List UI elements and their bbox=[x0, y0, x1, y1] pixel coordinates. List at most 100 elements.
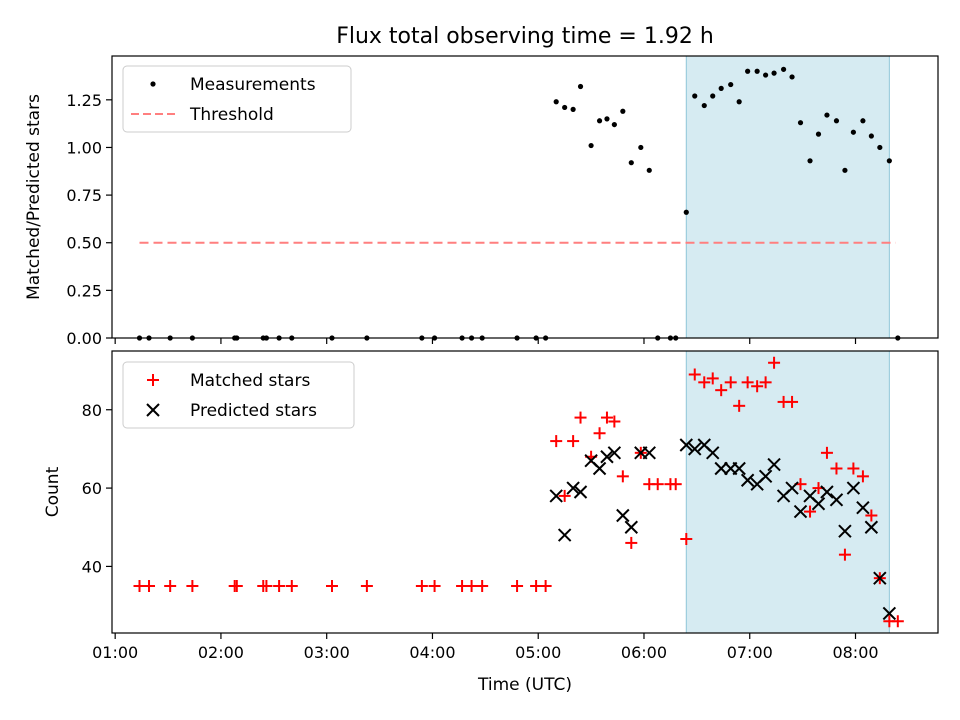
x-tick-label: 06:00 bbox=[621, 643, 667, 662]
matched-stars-point bbox=[651, 478, 664, 491]
predicted-stars-point bbox=[616, 508, 630, 523]
measurement-point bbox=[718, 85, 724, 91]
predicted-stars-point bbox=[732, 461, 746, 476]
predicted-stars-point bbox=[549, 489, 563, 503]
measurement-point bbox=[588, 142, 594, 149]
measurement-point bbox=[638, 144, 644, 151]
matched-stars-point bbox=[680, 533, 693, 545]
predicted-stars-point bbox=[592, 461, 607, 476]
matched-stars-point bbox=[625, 536, 638, 549]
matched-stars-point bbox=[698, 376, 711, 389]
measurement-point bbox=[824, 112, 830, 118]
matched-stars-point bbox=[733, 399, 746, 412]
y-tick-label: 0.75 bbox=[66, 186, 102, 205]
measurement-point bbox=[628, 160, 634, 166]
measurement-point bbox=[604, 116, 610, 122]
matched-stars-point bbox=[820, 446, 833, 459]
predicted-stars-point bbox=[856, 500, 870, 515]
matched-stars-point bbox=[415, 580, 428, 592]
matched-stars-point bbox=[856, 470, 869, 483]
matched-stars-point bbox=[260, 580, 273, 592]
matched-stars-point bbox=[865, 509, 878, 522]
predicted-stars-point bbox=[688, 442, 702, 456]
chart-title: Flux total observing time = 1.92 h bbox=[336, 24, 714, 49]
predicted-stars-point bbox=[624, 520, 638, 534]
matched-stars-point bbox=[669, 478, 682, 491]
predicted-stars-point bbox=[566, 481, 580, 495]
matched-stars-point bbox=[804, 505, 817, 518]
matched-stars-point bbox=[593, 427, 606, 440]
x-tick-label: 08:00 bbox=[832, 643, 878, 662]
y-tick-label: 0.25 bbox=[66, 281, 102, 300]
measurement-point bbox=[611, 121, 617, 128]
bottom-panel: 40 60 80 01:00 02:00 03:00 04:00 05:00 06:00 07:… bbox=[43, 350, 939, 695]
matched-stars-point bbox=[751, 380, 764, 393]
matched-stars-point bbox=[715, 384, 728, 397]
matched-stars-point bbox=[838, 548, 851, 561]
predicted-legend-marker bbox=[146, 403, 160, 417]
matched-stars-point bbox=[476, 580, 489, 592]
predicted-stars-point bbox=[785, 481, 799, 495]
matched-stars-point bbox=[186, 580, 199, 592]
measurement-point bbox=[620, 108, 626, 114]
x-tick-label: 05:00 bbox=[515, 643, 561, 662]
predicted-stars-point bbox=[607, 446, 622, 460]
predicted-stars-point bbox=[740, 473, 755, 487]
predicted-stars-point bbox=[706, 446, 720, 460]
predicted-stars-point bbox=[714, 461, 728, 476]
matched-stars-point bbox=[768, 356, 781, 369]
x-tick-label: 02:00 bbox=[198, 643, 244, 662]
matched-stars-point bbox=[741, 376, 754, 389]
y-tick-label: 40 bbox=[82, 557, 102, 576]
matched-stars-point bbox=[285, 580, 298, 592]
predicted-stars-point bbox=[557, 528, 572, 542]
measurement-point bbox=[789, 74, 795, 80]
measurement-point bbox=[763, 72, 769, 78]
predicted-stars-point bbox=[864, 520, 879, 534]
matched-stars-point bbox=[428, 580, 441, 592]
predicted-stars-point bbox=[846, 481, 861, 495]
matched-stars-point bbox=[600, 411, 613, 424]
measurement-point bbox=[886, 158, 892, 164]
measurement-point bbox=[701, 102, 707, 109]
measurement-point bbox=[562, 104, 568, 111]
predicted-stars-point bbox=[811, 497, 826, 511]
matched-stars-point bbox=[164, 580, 177, 592]
matched-stars-point bbox=[830, 462, 843, 475]
top-panel: 0.00 0.25 0.50 0.75 1.00 1.25 Matched/Predict… bbox=[24, 55, 939, 348]
matched-stars-point bbox=[759, 376, 772, 389]
top-panel-ylabel: Matched/Predicted stars bbox=[24, 94, 44, 300]
y-tick-label: 80 bbox=[82, 401, 102, 420]
y-tick-label: 0.00 bbox=[66, 329, 102, 348]
measurement-point bbox=[692, 93, 698, 99]
predicted-stars-point bbox=[838, 524, 852, 538]
measurement-point bbox=[683, 209, 689, 215]
measurement-point bbox=[797, 120, 804, 126]
matched-stars-point bbox=[511, 580, 524, 592]
measurement-point bbox=[807, 158, 813, 164]
x-tick-label: 04:00 bbox=[409, 643, 455, 662]
measurement-point bbox=[754, 68, 760, 74]
measurement-point bbox=[833, 118, 840, 124]
measurement-point bbox=[553, 99, 559, 105]
predicted-stars-point bbox=[793, 504, 808, 519]
predicted-stars-point bbox=[829, 493, 844, 507]
matched-stars-point bbox=[786, 395, 799, 408]
measurement-point bbox=[850, 129, 856, 135]
measurement-point bbox=[771, 70, 777, 76]
matched-stars-point bbox=[574, 411, 587, 424]
matched-stars-point bbox=[360, 580, 373, 592]
matched-stars-point bbox=[558, 489, 571, 502]
y-tick-label: 60 bbox=[82, 479, 102, 498]
matched-stars-point bbox=[608, 415, 621, 428]
measurements-legend-marker bbox=[150, 81, 156, 87]
threshold-legend-label: Threshold bbox=[189, 105, 274, 125]
measurement-point bbox=[710, 93, 716, 99]
measurement-point bbox=[860, 118, 866, 124]
bottom-legend: Matched stars Predicted stars bbox=[122, 361, 355, 429]
y-tick-label: 0.50 bbox=[66, 234, 102, 253]
matched-stars-point bbox=[325, 580, 338, 592]
predicted-stars-point bbox=[600, 450, 614, 464]
matched-stars-point bbox=[539, 580, 552, 592]
